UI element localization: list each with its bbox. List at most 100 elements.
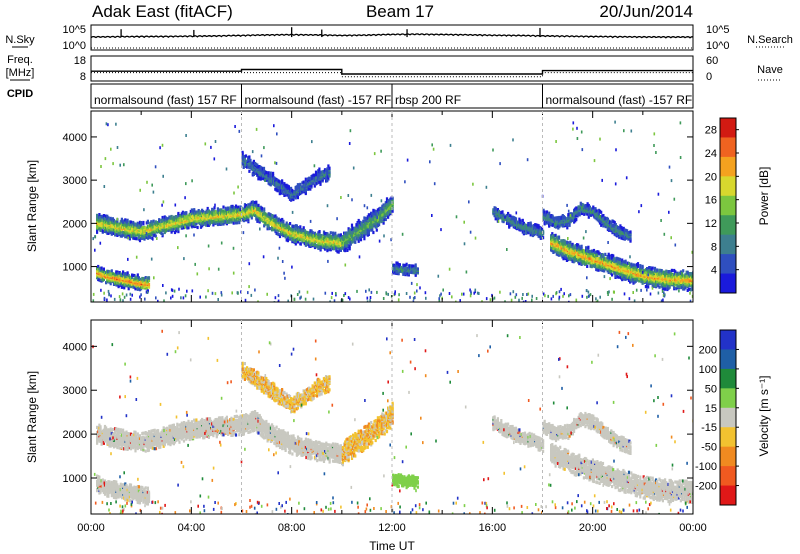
power-echo-cell [248, 169, 251, 173]
power-echo-cell [140, 223, 143, 227]
power-echo-cell [281, 217, 284, 222]
power-echo-cell [308, 244, 311, 248]
power-echo-cell [206, 209, 209, 213]
power-echo-cell [145, 278, 148, 282]
noise-tick-right-top: 10^5 [706, 24, 730, 36]
power-echo-cell [622, 260, 625, 264]
power-echo-cell [281, 179, 284, 183]
power-echo-cell [632, 277, 635, 281]
power-echo-cell [119, 234, 122, 238]
power-echo-cell [282, 219, 285, 223]
power-echo-cell [175, 218, 178, 223]
power-echo-cell [375, 228, 378, 232]
freq-series-line [91, 68, 693, 75]
power-echo-cell [328, 169, 331, 173]
power-echo-cell [147, 285, 151, 289]
power-echo-cell [361, 227, 364, 231]
power-echo-cell [391, 209, 394, 213]
power-echo-cell [365, 218, 368, 222]
power-echo-cell [548, 211, 551, 215]
power-echo-cell [97, 215, 100, 219]
power-echo-cell [255, 203, 258, 207]
power-echo-cell [216, 222, 219, 227]
power-echo-cell [203, 212, 206, 216]
power-echo-cell [128, 222, 131, 227]
power-echo-cell [135, 277, 138, 281]
power-echo-cell [587, 203, 590, 208]
power-echo-cell [215, 211, 218, 215]
power-echo-cell [328, 236, 331, 240]
cpid-segment-label: normalsound (fast) 157 RF [94, 93, 237, 107]
power-echo-cell [132, 220, 135, 225]
power-echo-cell [557, 243, 561, 247]
power-echo-cell [100, 278, 103, 282]
power-echo-cell [274, 177, 277, 181]
power-echo-cell [353, 236, 356, 240]
power-echo-cell [147, 235, 151, 239]
power-echo-cell [595, 209, 598, 213]
power-echo-cell [124, 233, 127, 237]
power-echo-cell [241, 150, 244, 154]
power-echo-cell [136, 233, 139, 237]
power-echo-cell [534, 228, 537, 232]
power-echo-cell [325, 169, 328, 173]
cpid-segment-label: rbsp 200 RF [395, 93, 461, 107]
power-echo-cell [190, 214, 193, 218]
power-echo-cell [297, 186, 301, 190]
power-echo-cell [265, 171, 268, 175]
power-echo-cell [586, 249, 589, 253]
power-echo-cell [633, 266, 636, 270]
power-echo-cell [522, 230, 525, 234]
power-echo-cell [578, 245, 581, 249]
power-echo-cell [583, 212, 586, 216]
power-echo-cell [629, 280, 632, 284]
power-echo-cell [555, 235, 558, 239]
power-echo-cell [568, 249, 571, 253]
power-echo-cell [638, 270, 641, 274]
power-echo-cell [97, 264, 100, 269]
power-echo-cell [622, 235, 625, 239]
power-echo-cell [269, 213, 272, 217]
power-echo-cell [110, 218, 113, 222]
power-echo-cell [339, 238, 342, 242]
power-echo-cell [293, 231, 296, 235]
power-echo-cell [304, 239, 307, 243]
power-echo-cell [514, 217, 518, 221]
power-echo-cell [140, 228, 143, 232]
power-echo-cell [573, 259, 576, 263]
freq-label: Freq. [7, 54, 33, 66]
power-echo-cell [519, 219, 522, 223]
power-echo-cell [135, 281, 138, 285]
power-echo-cell [367, 228, 370, 232]
power-echo-cell [316, 243, 319, 248]
power-echo-cell [586, 212, 589, 216]
noise-tick-left-bottom: 10^0 [62, 40, 86, 52]
power-echo-cell [621, 261, 624, 265]
power-echo-cell [254, 200, 257, 205]
power-echo-cell [651, 284, 654, 288]
power-echo-cell [105, 226, 108, 230]
power-echo-cell [589, 254, 592, 258]
power-echo-cell [150, 220, 153, 224]
power-echo-cell [126, 271, 129, 275]
power-echo-cell [565, 244, 568, 248]
power-echo-cell [625, 263, 628, 267]
freq-unit-label: [MHz] [6, 67, 35, 79]
power-echo-cell [269, 217, 272, 221]
power-echo-cell [211, 210, 214, 214]
power-echo-cell [108, 279, 111, 283]
power-echo-cell [105, 219, 108, 223]
power-echo-cell [357, 221, 360, 225]
power-echo-cell [376, 223, 379, 228]
power-echo-cell [632, 263, 635, 267]
power-echo-cell [563, 216, 567, 220]
power-echo-cell [143, 277, 146, 281]
power-echo-cell [177, 230, 180, 234]
power-echo-cell [255, 200, 258, 204]
power-echo-cell [550, 248, 553, 252]
power-echo-cell [255, 162, 258, 166]
power-echo-cell [100, 273, 103, 277]
power-echo-cell [282, 191, 285, 195]
power-echo-cell [327, 164, 330, 168]
